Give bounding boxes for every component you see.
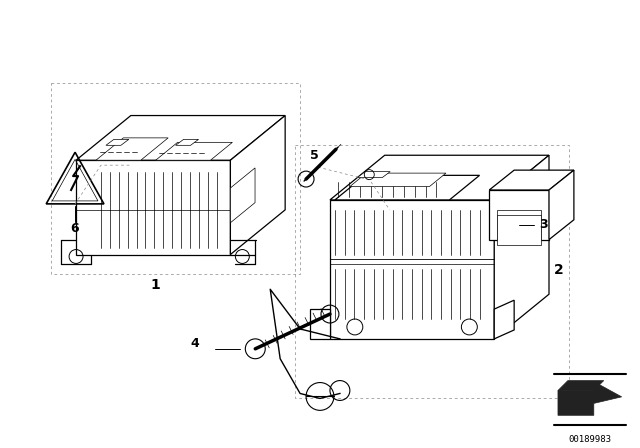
Polygon shape	[497, 210, 541, 240]
Polygon shape	[489, 190, 549, 240]
Polygon shape	[175, 139, 198, 145]
Polygon shape	[310, 309, 330, 339]
Polygon shape	[330, 200, 494, 339]
Polygon shape	[549, 170, 574, 240]
Polygon shape	[357, 172, 390, 177]
Polygon shape	[558, 380, 604, 391]
Polygon shape	[230, 116, 285, 254]
Text: 3: 3	[539, 218, 548, 231]
Polygon shape	[156, 142, 232, 160]
Polygon shape	[558, 382, 621, 415]
Text: 5: 5	[310, 149, 319, 162]
Polygon shape	[350, 173, 446, 186]
Polygon shape	[96, 138, 168, 160]
Polygon shape	[494, 155, 549, 339]
Polygon shape	[489, 170, 574, 190]
Polygon shape	[497, 215, 541, 245]
Polygon shape	[494, 300, 514, 339]
Polygon shape	[230, 168, 255, 223]
Text: 1: 1	[151, 278, 161, 292]
Text: 4: 4	[191, 337, 199, 350]
Text: 2: 2	[554, 263, 564, 277]
Polygon shape	[76, 116, 285, 160]
Polygon shape	[76, 160, 230, 254]
Polygon shape	[335, 175, 479, 200]
Polygon shape	[106, 139, 129, 145]
Text: 00189983: 00189983	[568, 435, 611, 444]
Polygon shape	[330, 155, 549, 200]
Text: 6: 6	[70, 222, 79, 235]
